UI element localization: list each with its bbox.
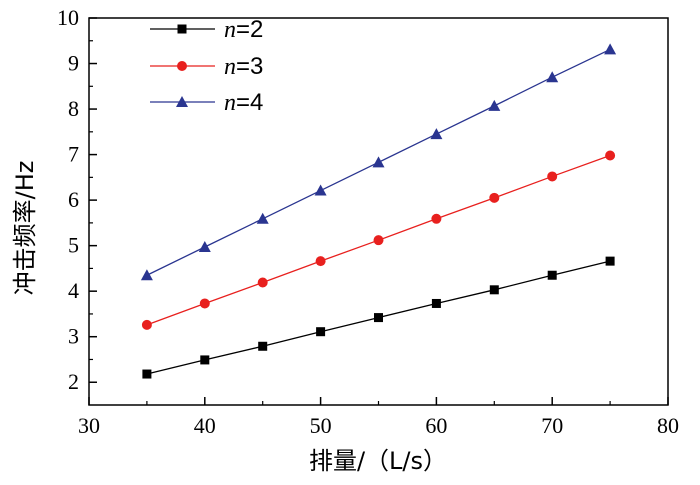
data-point bbox=[372, 156, 385, 168]
x-axis-title: 排量/（L/s） bbox=[309, 447, 447, 475]
y-tick-label: 10 bbox=[57, 5, 79, 30]
x-tick-label: 40 bbox=[194, 413, 216, 438]
y-tick-label: 4 bbox=[68, 278, 79, 303]
data-point bbox=[547, 171, 558, 182]
x-axis: 30 40 50 60 70 80 bbox=[78, 397, 679, 438]
x-tick-label: 80 bbox=[657, 413, 679, 438]
data-point bbox=[315, 256, 326, 267]
y-tick-label: 9 bbox=[68, 51, 79, 76]
y-axis: 2 3 4 5 6 7 8 9 10 bbox=[57, 5, 97, 394]
legend-marker bbox=[177, 61, 187, 71]
y-axis-title: 冲击频率/Hz bbox=[11, 161, 39, 296]
legend-var: n bbox=[224, 54, 236, 80]
data-point bbox=[200, 355, 210, 365]
data-point bbox=[199, 298, 210, 309]
series-layer bbox=[140, 43, 617, 379]
data-point bbox=[489, 192, 500, 203]
legend-value: =3 bbox=[236, 53, 263, 80]
data-point bbox=[258, 341, 268, 351]
data-point bbox=[256, 212, 269, 224]
data-point bbox=[141, 319, 152, 330]
series-1 bbox=[142, 256, 615, 379]
data-point bbox=[488, 99, 501, 111]
y-tick-label: 2 bbox=[68, 369, 79, 394]
data-point bbox=[604, 43, 617, 55]
legend-value: =4 bbox=[236, 89, 263, 116]
legend-value: =2 bbox=[236, 16, 263, 43]
legend-item-3: n=4 bbox=[150, 89, 263, 116]
data-point bbox=[314, 184, 327, 196]
data-point bbox=[142, 369, 152, 379]
legend-marker bbox=[176, 96, 188, 107]
legend: n=2n=3n=4 bbox=[150, 16, 263, 116]
legend-var: n bbox=[224, 90, 236, 116]
x-tick-label: 70 bbox=[541, 413, 563, 438]
legend-label: n=2 bbox=[224, 16, 263, 43]
data-point bbox=[257, 277, 268, 288]
y-tick-label: 7 bbox=[68, 142, 79, 167]
data-point bbox=[431, 213, 442, 224]
data-point bbox=[605, 256, 615, 266]
plot-border bbox=[88, 17, 669, 406]
series-3 bbox=[140, 43, 617, 281]
data-point bbox=[546, 71, 559, 83]
x-tick-label: 50 bbox=[310, 413, 332, 438]
series-2 bbox=[141, 150, 616, 330]
legend-var: n bbox=[224, 17, 236, 43]
legend-item-2: n=3 bbox=[150, 53, 263, 80]
y-tick-label: 3 bbox=[68, 324, 79, 349]
y-tick-label: 6 bbox=[68, 187, 79, 212]
data-point bbox=[605, 150, 616, 161]
y-tick-label: 8 bbox=[68, 96, 79, 121]
data-point bbox=[547, 270, 557, 280]
legend-item-1: n=2 bbox=[150, 16, 263, 43]
data-point bbox=[373, 235, 384, 246]
legend-label: n=4 bbox=[224, 89, 263, 116]
y-tick-label: 5 bbox=[68, 233, 79, 258]
legend-label: n=3 bbox=[224, 53, 263, 80]
legend-marker bbox=[177, 24, 187, 34]
plot-frame bbox=[88, 17, 669, 406]
data-point bbox=[431, 298, 441, 308]
x-tick-label: 30 bbox=[78, 413, 100, 438]
x-tick-label: 60 bbox=[425, 413, 447, 438]
data-point bbox=[489, 285, 499, 295]
data-point bbox=[198, 241, 211, 253]
data-point bbox=[374, 313, 383, 323]
data-point bbox=[140, 269, 153, 281]
data-point bbox=[316, 327, 326, 337]
data-point bbox=[430, 128, 443, 140]
